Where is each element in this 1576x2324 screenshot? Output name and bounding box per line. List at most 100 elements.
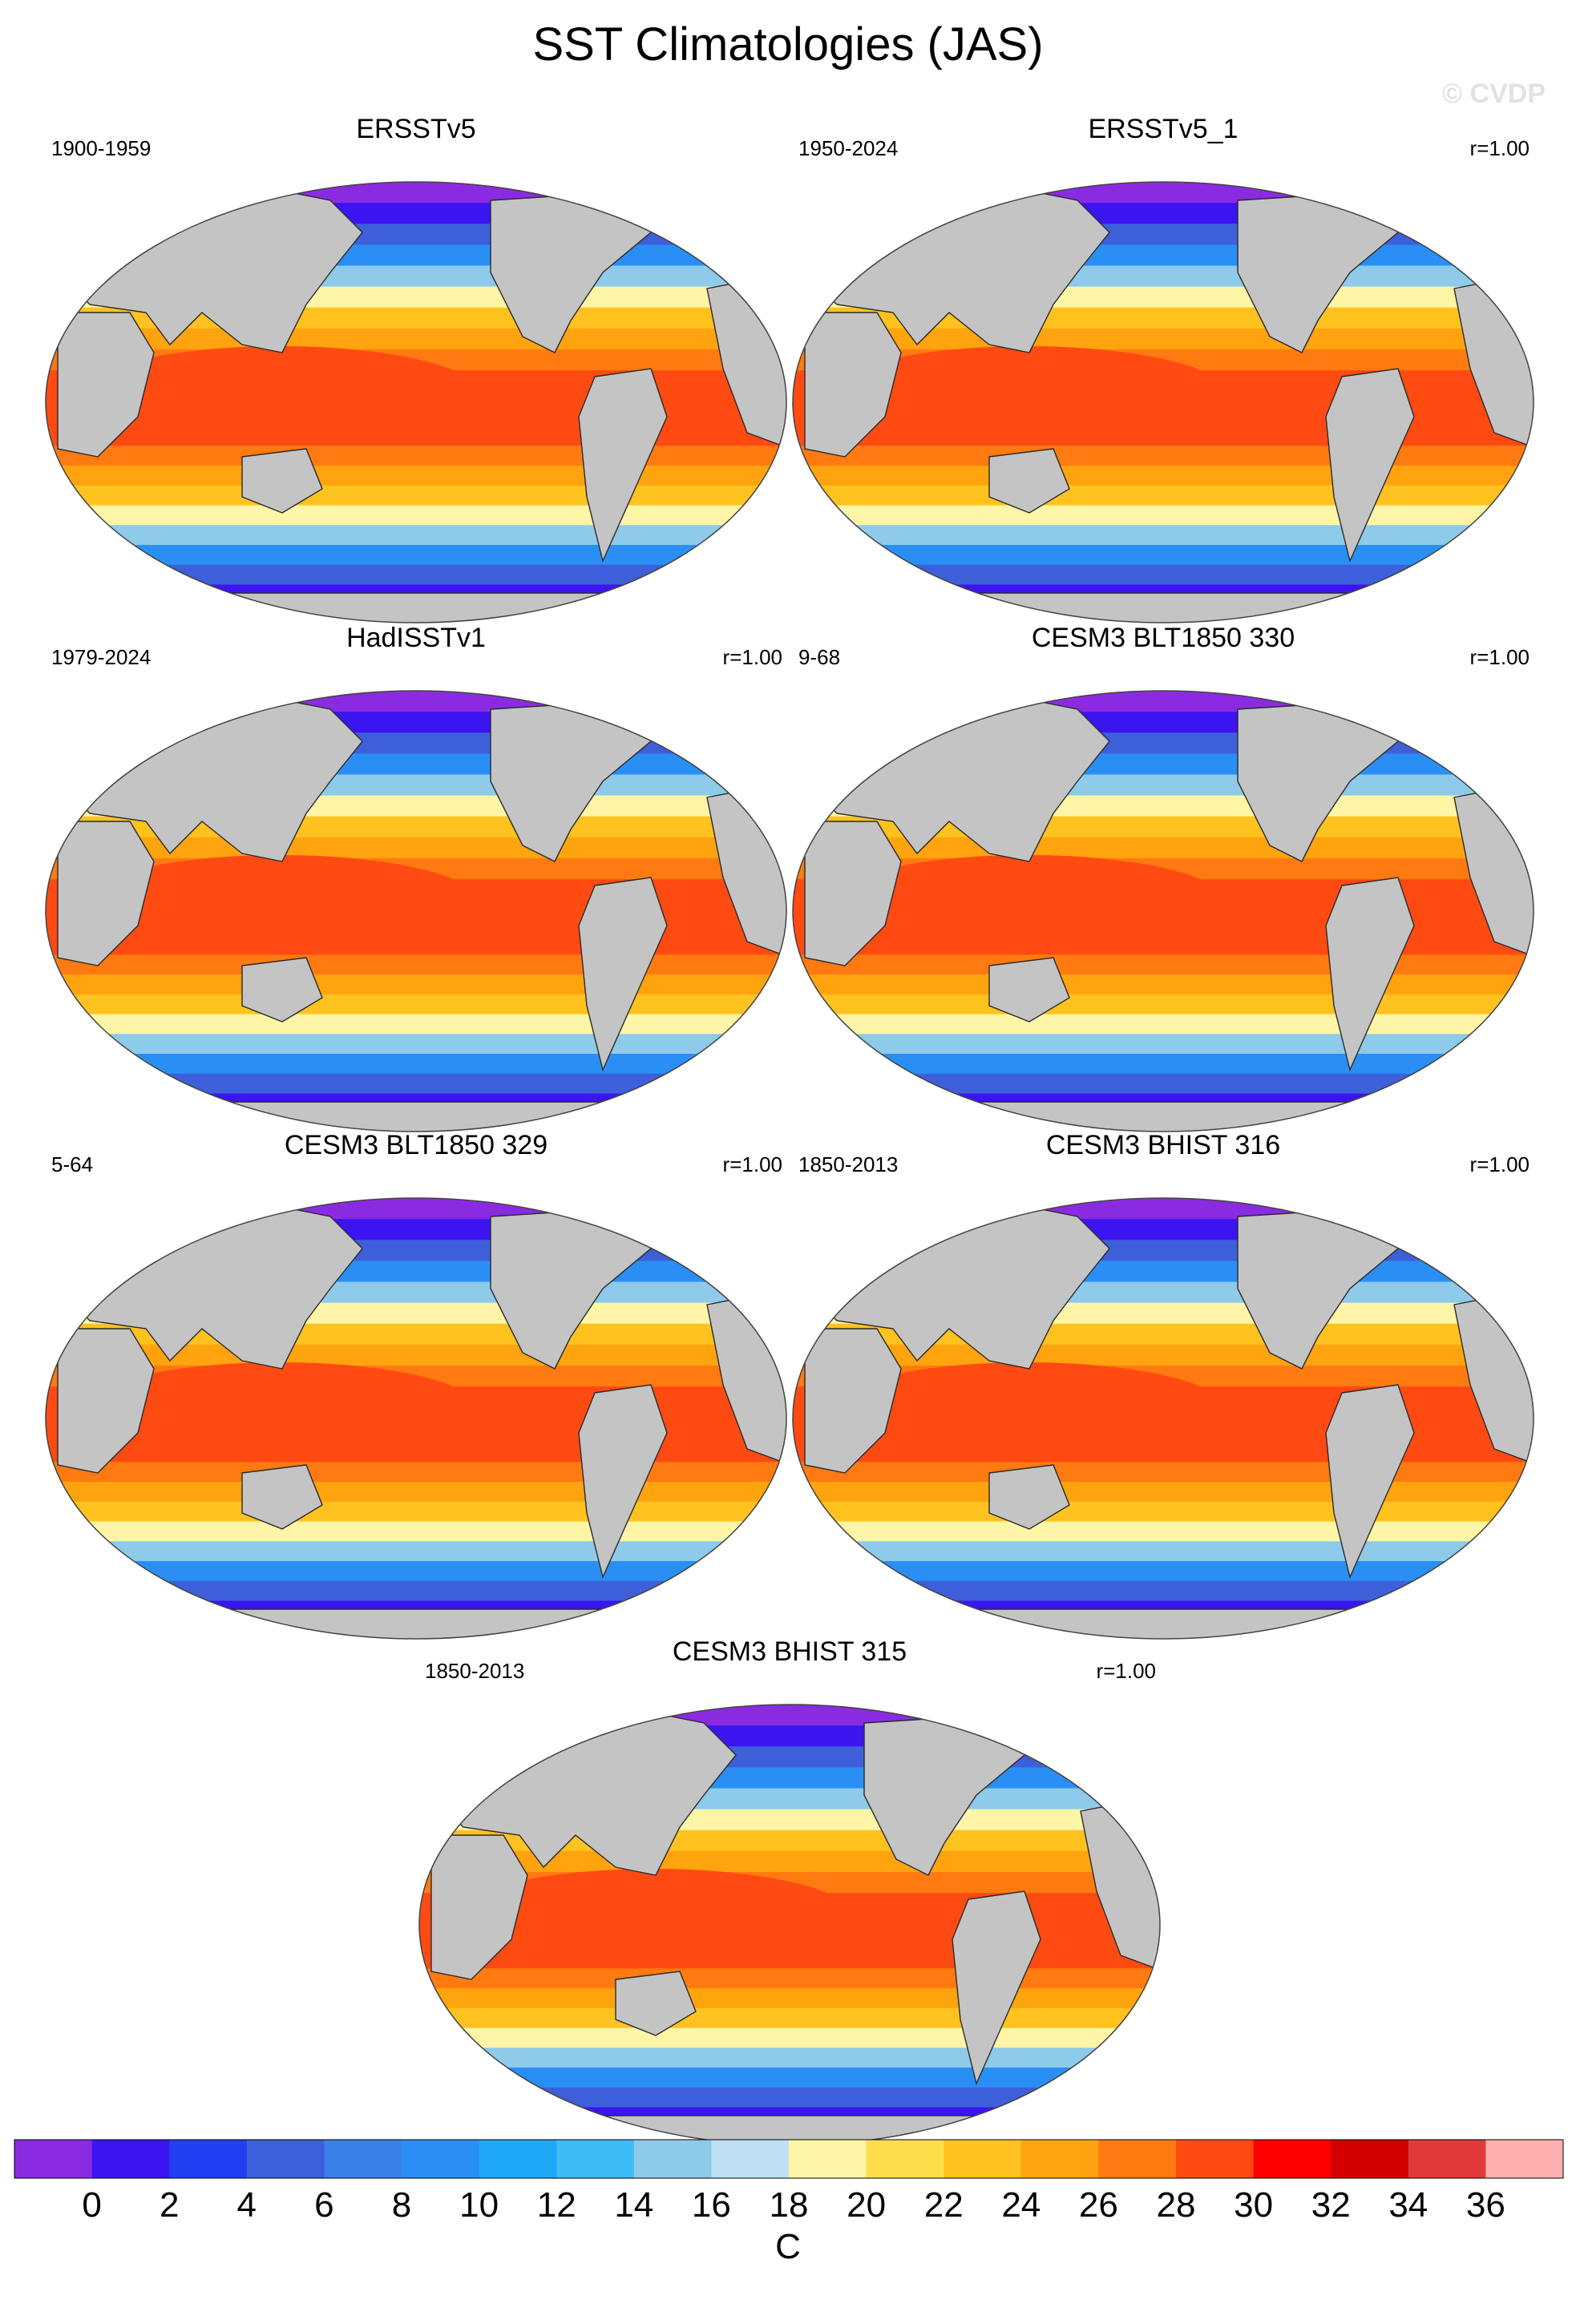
sst-band [793,1219,1534,1243]
sst-band [46,1519,786,1542]
panel-correlation: r=1.00 [1469,645,1530,669]
landmass [804,821,902,966]
landmass [804,312,902,458]
sst-band [46,992,786,1015]
map-border [45,181,787,623]
landmass [57,312,155,458]
landmass [57,821,155,966]
colorbar-segment [14,2140,93,2178]
colorbar-segment [324,2140,402,2178]
landmass [419,2115,1160,2145]
landmass [793,592,1534,623]
sst-band [419,1746,1160,1770]
panel-correlation: r=1.00 [722,645,782,669]
landmass [1325,1384,1415,1580]
sst-band [46,1240,786,1264]
colorbar-tick-label: 22 [924,2185,964,2225]
colorbar-tick-label: 6 [314,2185,333,2225]
sst-band [793,1519,1534,1542]
sst-band [419,1967,1160,1988]
sst-band [46,1198,786,1222]
sst-band [793,712,1534,736]
panel-period: 1979-2024 [51,645,152,669]
panel-title: ERSSTv5 [356,114,476,144]
panel-period: 1900-1959 [51,136,152,160]
sst-band [793,1579,1534,1601]
colorbar-tick-label: 18 [770,2185,809,2225]
colorbar-tick-label: 32 [1311,2185,1351,2225]
map-border [45,1197,787,1640]
colorbar-segment [91,2140,170,2178]
sst-band [46,1032,786,1054]
map-panel-5: CESM3 BLT1850 329 5-64 r=1.00 [42,1128,790,1641]
sst-band [419,2026,1160,2048]
sst-band [419,2085,1160,2108]
sst-band [419,1850,1160,1875]
landmass [430,1834,528,1980]
panel-title: CESM3 BHIST 315 [672,1636,907,1667]
world-map [792,181,1534,623]
sst-band [793,1344,1534,1369]
sst-band [793,732,1534,757]
landmass [988,957,1070,1023]
map-panel-1: ERSSTv5 1900-1959 [42,112,790,625]
landmass [952,1890,1041,2086]
world-map [45,690,787,1132]
colorbar-segment [246,2140,325,2178]
sst-band [46,691,786,715]
panel-title: CESM3 BHIST 316 [1045,1130,1281,1160]
sst-band [46,1499,786,1522]
sst-band [793,1052,1534,1074]
world-map [418,1704,1161,2146]
colorbar-segment [1485,2140,1564,2178]
sst-band [793,837,1534,861]
landmass [578,1384,668,1580]
map-border [45,690,787,1132]
map-border [792,181,1534,623]
sst-band [793,1480,1534,1502]
colorbar-tick-label: 8 [392,2185,411,2225]
colorbar-tick-label: 10 [459,2185,499,2225]
sst-band [793,1539,1534,1561]
colorbar-tick-label: 14 [614,2185,653,2225]
sst-band [419,1725,1160,1749]
sst-band [793,1071,1534,1094]
landmass [241,448,323,514]
world-map [792,690,1534,1132]
sst-band [793,523,1534,545]
sst-band [46,483,786,506]
sst-band [46,1052,786,1074]
panel-correlation: r=1.00 [1096,1659,1156,1683]
colorbar-tick-label: 28 [1157,2185,1196,2225]
landmass [988,448,1070,514]
sst-band [46,712,786,736]
sst-band [419,2046,1160,2068]
sst-band [46,1344,786,1369]
sst-band [793,464,1534,486]
colorbar-segment [1253,2140,1332,2178]
sst-band [46,973,786,995]
landmass [804,1328,902,1474]
sst-band [793,444,1534,466]
warm-pool [79,855,480,951]
sst-band [46,837,786,861]
landmass [57,1328,155,1474]
map-panel-6: CESM3 BHIST 316 1850-2013 r=1.00 [789,1128,1538,1641]
warm-pool [453,1869,854,1965]
colorbar-tick-label: 34 [1388,2185,1428,2225]
sst-band [46,1071,786,1094]
panel-period: 9-68 [798,645,841,669]
colorbar-segment [169,2140,248,2178]
cvdp-watermark: © CVDP [1442,79,1546,109]
colorbar-tick-label: 20 [847,2185,886,2225]
sst-band [46,328,786,353]
world-map [792,1197,1534,1640]
colorbar-tick-label: 16 [692,2185,731,2225]
colorbar-tick-label: 12 [537,2185,576,2225]
panel-period: 1850-2013 [425,1659,525,1683]
sst-band [46,503,786,526]
landmass [1325,877,1415,1072]
map-border [792,1197,1534,1640]
map-border [792,690,1534,1132]
sst-band [419,2066,1160,2088]
